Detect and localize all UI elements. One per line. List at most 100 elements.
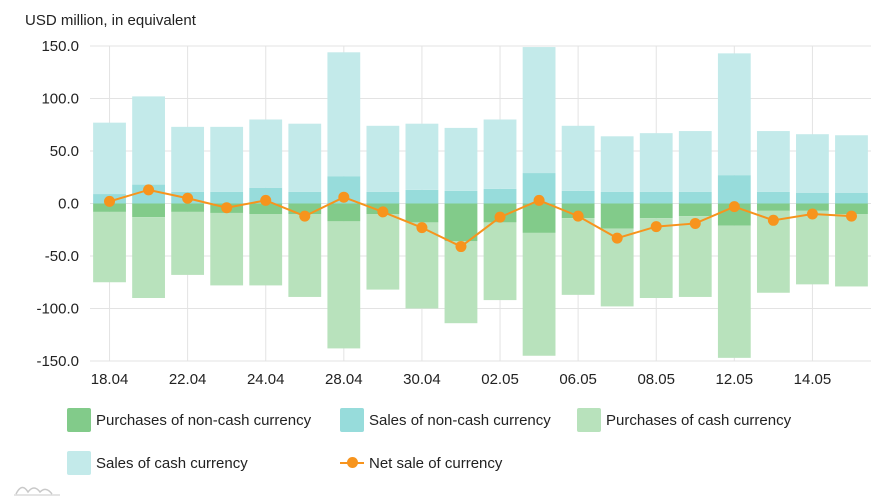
legend-item-net-sale[interactable]: Net sale of currency [340, 451, 502, 475]
bar-segment[interactable] [835, 214, 868, 287]
bar-segment[interactable] [639, 133, 673, 192]
net-sale-point[interactable] [221, 202, 233, 214]
bar-segment[interactable] [171, 211, 205, 275]
bar-segment[interactable] [132, 203, 165, 218]
bar-segment[interactable] [600, 191, 634, 204]
bar-segment[interactable] [796, 210, 829, 285]
legend-item-purchases-non-cash[interactable]: Purchases of non-cash currency [67, 408, 311, 432]
bar-segment[interactable] [249, 214, 283, 286]
net-sale-point[interactable] [143, 184, 155, 196]
bar-segment[interactable] [522, 47, 556, 174]
net-sale-polyline [109, 188, 852, 248]
bar-segment[interactable] [678, 191, 712, 204]
bar-segment[interactable] [756, 131, 790, 192]
bar-segment[interactable] [210, 126, 244, 192]
bar-segment[interactable] [210, 191, 244, 204]
bar-segment[interactable] [249, 119, 283, 188]
bar-segment[interactable] [561, 125, 595, 191]
bar-segment[interactable] [327, 52, 361, 177]
net-sale-point[interactable] [377, 206, 389, 218]
bar-segment[interactable] [796, 203, 829, 211]
x-axis-ticks: 18.04 22.04 24.04 28.04 30.04 02.05 06.05 08.05… [91, 371, 831, 388]
net-sale-point[interactable] [533, 194, 545, 206]
bar-segment[interactable] [444, 190, 478, 204]
bar-segment[interactable] [210, 212, 244, 286]
bar-segment[interactable] [639, 191, 673, 204]
bar-segment[interactable] [483, 119, 517, 189]
net-sale-point[interactable] [767, 214, 779, 226]
bar-segment[interactable] [678, 131, 712, 192]
net-sale-point[interactable] [728, 201, 740, 213]
bar-segment[interactable] [639, 203, 673, 219]
y-axis-ticks: 150.0 100.0 50.0 0.0 -50.0 -100.0 -150.0 [36, 38, 79, 370]
legend-item-sales-cash[interactable]: Sales of cash currency [67, 451, 248, 475]
bar-segment[interactable] [288, 203, 322, 215]
legend-item-sales-non-cash[interactable]: Sales of non-cash currency [340, 408, 551, 432]
bar-segment[interactable] [288, 123, 322, 192]
bar-segment[interactable] [483, 188, 517, 204]
bar-segment[interactable] [835, 203, 868, 215]
bar-segment[interactable] [796, 193, 829, 204]
x-tick-label: 22.04 [169, 371, 207, 388]
bar-segment[interactable] [132, 217, 165, 298]
legend-swatch [67, 451, 91, 475]
bar-segment[interactable] [600, 136, 634, 192]
net-sale-point[interactable] [182, 192, 194, 204]
bar-segment[interactable] [288, 191, 322, 204]
bar-segment[interactable] [717, 53, 751, 176]
bar-segment[interactable] [444, 203, 478, 242]
bar-segment[interactable] [405, 123, 439, 190]
bar-segment[interactable] [483, 222, 517, 301]
bar-segment[interactable] [678, 203, 712, 217]
net-sale-point[interactable] [338, 191, 350, 203]
bar-segment[interactable] [93, 203, 126, 212]
bar-segment[interactable] [327, 203, 361, 222]
bar-segment[interactable] [132, 96, 165, 185]
bar-segment[interactable] [366, 214, 400, 290]
bar-segment[interactable] [405, 222, 439, 309]
net-sale-point[interactable] [689, 217, 701, 229]
bar-segment[interactable] [835, 193, 868, 204]
bar-segment[interactable] [561, 190, 595, 204]
net-sale-point[interactable] [416, 222, 428, 234]
net-sale-point[interactable] [260, 194, 272, 206]
bar-segment[interactable] [249, 203, 283, 215]
bar-segment[interactable] [600, 203, 634, 229]
net-sale-point[interactable] [104, 195, 116, 207]
legend-item-purchases-cash[interactable]: Purchases of cash currency [577, 408, 791, 432]
net-sale-point[interactable] [650, 221, 662, 233]
net-sale-point[interactable] [845, 210, 857, 222]
bar-segment[interactable] [288, 214, 322, 297]
bar-segment[interactable] [522, 232, 556, 356]
bar-segment[interactable] [171, 203, 205, 212]
net-sale-point[interactable] [611, 232, 623, 244]
legend-label: Sales of non-cash currency [369, 411, 551, 429]
legend-line-swatch [340, 451, 364, 475]
bar-segment[interactable] [366, 191, 400, 204]
net-sale-point[interactable] [494, 211, 506, 223]
net-sale-point[interactable] [806, 208, 818, 220]
bar-segment[interactable] [366, 125, 400, 192]
bar-segment[interactable] [678, 216, 712, 297]
bar-segment[interactable] [756, 203, 790, 211]
bar-segment[interactable] [444, 127, 478, 191]
bar-segment[interactable] [171, 126, 205, 192]
bar-segment[interactable] [93, 211, 126, 283]
bar-segment[interactable] [522, 203, 556, 233]
bar-segment[interactable] [796, 134, 829, 193]
net-sale-point[interactable] [572, 210, 584, 222]
net-sale-point[interactable] [299, 210, 311, 222]
bar-segment[interactable] [444, 241, 478, 324]
net-sale-point[interactable] [455, 241, 467, 253]
bar-segment[interactable] [717, 175, 751, 204]
bar-segment[interactable] [756, 191, 790, 204]
bar-segment[interactable] [717, 225, 751, 358]
bar-segment[interactable] [405, 203, 439, 223]
bar-segment[interactable] [561, 218, 595, 295]
bar-segment[interactable] [327, 221, 361, 349]
legend-swatch [577, 408, 601, 432]
x-tick-label: 18.04 [91, 371, 129, 388]
bar-segment[interactable] [405, 189, 439, 204]
bar-segment[interactable] [93, 122, 126, 195]
bar-segment[interactable] [835, 135, 868, 193]
